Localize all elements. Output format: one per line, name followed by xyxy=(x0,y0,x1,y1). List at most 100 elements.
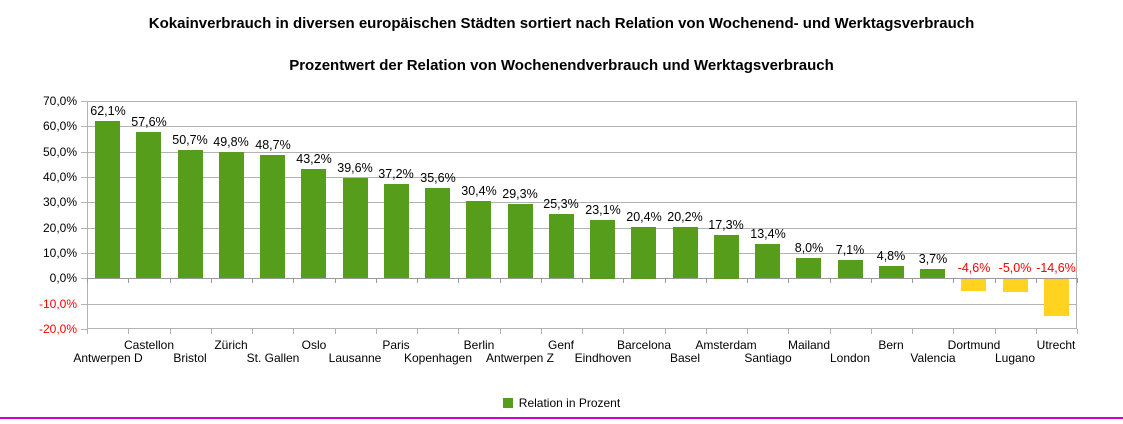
y-axis-tick xyxy=(81,329,87,330)
x-axis-label: Amsterdam xyxy=(695,338,757,352)
bar-value-label: 48,7% xyxy=(255,138,291,152)
bar-Kopenhagen xyxy=(425,188,450,278)
x-axis-label: Lausanne xyxy=(328,351,382,365)
gridline xyxy=(87,152,1077,153)
gridline xyxy=(87,228,1077,229)
x-axis-tick xyxy=(376,278,377,283)
y-axis-label: 40,0% xyxy=(42,170,77,184)
bar-Paris xyxy=(384,184,409,278)
x-axis-tick xyxy=(995,329,996,334)
bar-Castellon xyxy=(136,132,161,278)
bar-value-label: 20,2% xyxy=(667,210,703,224)
x-axis-tick xyxy=(458,329,459,334)
y-axis-label: 50,0% xyxy=(42,145,77,159)
bar-Eindhoven xyxy=(590,220,615,279)
bar-value-label: 23,1% xyxy=(585,203,621,217)
x-axis-tick xyxy=(293,278,294,283)
x-axis-label: Basel xyxy=(669,351,701,365)
y-axis-label: 0,0% xyxy=(49,271,77,285)
y-axis-label: 30,0% xyxy=(42,195,77,209)
x-axis-tick xyxy=(871,278,872,283)
x-axis-label: Barcelona xyxy=(616,338,672,352)
x-axis-tick xyxy=(500,278,501,283)
x-axis-tick xyxy=(830,278,831,283)
y-axis-label: 10,0% xyxy=(42,246,77,260)
x-axis-label: Valencia xyxy=(910,351,956,365)
chart-subtitle: Prozentwert der Relation von Wochenendve… xyxy=(289,57,834,74)
bar-value-label: 37,2% xyxy=(378,167,414,181)
x-axis-tick xyxy=(417,329,418,334)
x-axis-tick xyxy=(623,278,624,283)
legend-label: Relation in Prozent xyxy=(518,396,621,410)
y-axis-tick xyxy=(81,228,87,229)
x-axis-tick xyxy=(500,329,501,334)
bar-Genf xyxy=(549,214,574,278)
x-axis-tick xyxy=(665,329,666,334)
bar-Mailand xyxy=(796,258,821,278)
x-axis-tick xyxy=(335,278,336,283)
bar-value-label: -14,6% xyxy=(1036,261,1076,275)
bar-value-label: 35,6% xyxy=(420,171,456,185)
x-axis-tick xyxy=(87,278,88,283)
bar-Antwerpen Z xyxy=(508,204,533,278)
bar-value-label: 43,2% xyxy=(296,152,332,166)
bar-value-label: -4,6% xyxy=(957,261,991,275)
x-axis-label: Kopenhagen xyxy=(403,351,473,365)
x-axis-label: Genf xyxy=(547,338,575,352)
bar-Barcelona xyxy=(631,227,656,279)
bar-Bristol xyxy=(178,150,203,278)
legend-swatch-icon xyxy=(502,398,513,408)
gridline xyxy=(87,253,1077,254)
y-axis-tick xyxy=(81,253,87,254)
x-axis-tick xyxy=(541,329,542,334)
x-axis-tick xyxy=(87,329,88,334)
bar-Zürich xyxy=(219,152,244,278)
bar-Dortmund xyxy=(961,279,986,291)
y-axis-label: 70,0% xyxy=(42,94,77,108)
x-axis-label: London xyxy=(829,351,871,365)
bar-value-label: 62,1% xyxy=(90,104,126,118)
y-axis-tick xyxy=(81,177,87,178)
bar-value-label: 7,1% xyxy=(835,243,865,257)
y-axis-label: 60,0% xyxy=(42,119,77,133)
bar-Bern xyxy=(879,266,904,278)
x-axis-label: Zürich xyxy=(214,338,248,352)
x-axis-tick xyxy=(128,278,129,283)
x-axis-tick xyxy=(211,329,212,334)
bar-London xyxy=(838,260,863,278)
x-axis-tick xyxy=(953,329,954,334)
bar-value-label: 25,3% xyxy=(543,197,579,211)
bar-value-label: 17,3% xyxy=(708,218,744,232)
x-axis-tick xyxy=(912,329,913,334)
x-axis-tick xyxy=(788,278,789,283)
bar-Oslo xyxy=(301,169,326,278)
plot-area xyxy=(87,101,1077,329)
x-axis-tick xyxy=(252,329,253,334)
bottom-accent-line xyxy=(0,417,1123,419)
x-axis-tick xyxy=(953,278,954,283)
bar-Amsterdam xyxy=(714,235,739,279)
bar-value-label: 4,8% xyxy=(876,249,906,263)
x-axis-label: Mailand xyxy=(787,338,831,352)
bar-value-label: 29,3% xyxy=(502,187,538,201)
x-axis-label: Santiago xyxy=(744,351,792,365)
bar-Lausanne xyxy=(343,178,368,278)
x-axis-label: Antwerpen Z xyxy=(485,351,555,365)
chart-title: Kokainverbrauch in diversen europäischen… xyxy=(148,15,975,32)
x-axis-label: Antwerpen D xyxy=(73,351,143,365)
x-axis-tick xyxy=(252,278,253,283)
bar-Valencia xyxy=(920,269,945,278)
x-axis-tick xyxy=(995,278,996,283)
x-axis-tick xyxy=(1077,278,1078,283)
x-axis-tick xyxy=(582,278,583,283)
bar-value-label: 57,6% xyxy=(131,115,167,129)
bar-value-label: 13,4% xyxy=(750,227,786,241)
x-axis-tick xyxy=(335,329,336,334)
gridline xyxy=(87,177,1077,178)
x-axis-label: Castellon xyxy=(123,338,175,352)
x-axis-tick xyxy=(293,329,294,334)
y-axis-label: 20,0% xyxy=(42,221,77,235)
x-axis-tick xyxy=(211,278,212,283)
gridline xyxy=(87,202,1077,203)
bar-Utrecht xyxy=(1044,279,1069,316)
